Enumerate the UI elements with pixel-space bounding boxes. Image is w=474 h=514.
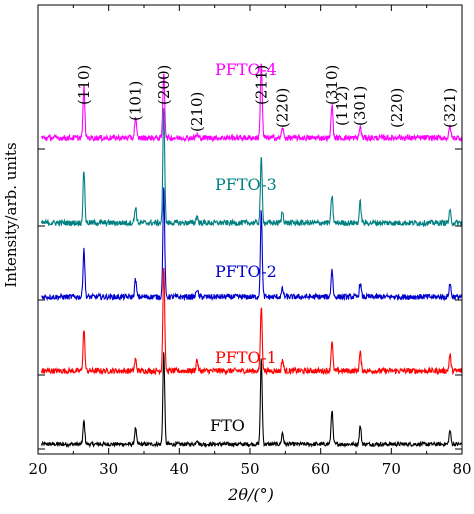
labels-layer: FTO PFTO-1 PFTO-2 PFTO-3 PFTO-4 (110) (101) (20…	[75, 60, 459, 435]
series-label-pfto-1: PFTO-1	[215, 348, 277, 367]
series-line-pfto-1	[40, 267, 463, 376]
x-tick-label: 80	[452, 460, 471, 478]
series-label-pfto-4: PFTO-4	[215, 60, 277, 79]
peak-annotation: (112)	[333, 86, 351, 126]
traces-layer	[40, 63, 463, 449]
peak-annotation: (220)	[274, 88, 292, 128]
axes-layer: 20 30 40 50 60 70 80	[28, 4, 472, 478]
series-label-pfto-2: PFTO-2	[215, 262, 277, 281]
peak-annotation: (321)	[441, 88, 459, 128]
series-line-pfto-2	[41, 187, 463, 302]
peak-annotation: (211)	[252, 65, 270, 105]
series-line-pfto-3	[40, 108, 463, 228]
peak-annotation: (220)	[388, 88, 406, 128]
x-tick-label: 40	[170, 460, 189, 478]
x-axis-label: 2θ/(°)	[227, 485, 274, 504]
peak-annotation: (310)	[323, 65, 341, 105]
peak-annotation: (101)	[127, 81, 145, 121]
series-label-fto: FTO	[210, 416, 245, 435]
x-tick-label: 60	[311, 460, 330, 478]
x-tick-label: 70	[382, 460, 401, 478]
series-label-pfto-3: PFTO-3	[215, 175, 277, 194]
x-tick-label: 50	[240, 460, 259, 478]
peak-annotation: (200)	[155, 65, 173, 105]
peak-annotation: (301)	[351, 86, 369, 126]
y-axis-label: Intensity/arb. units	[2, 142, 20, 287]
x-tick-label: 30	[99, 460, 118, 478]
x-tick-label: 20	[28, 460, 47, 478]
peak-annotation: (210)	[188, 92, 206, 132]
series-line-fto	[41, 352, 462, 449]
series-line-pfto-4	[41, 63, 463, 143]
peak-annotation: (110)	[75, 65, 93, 105]
